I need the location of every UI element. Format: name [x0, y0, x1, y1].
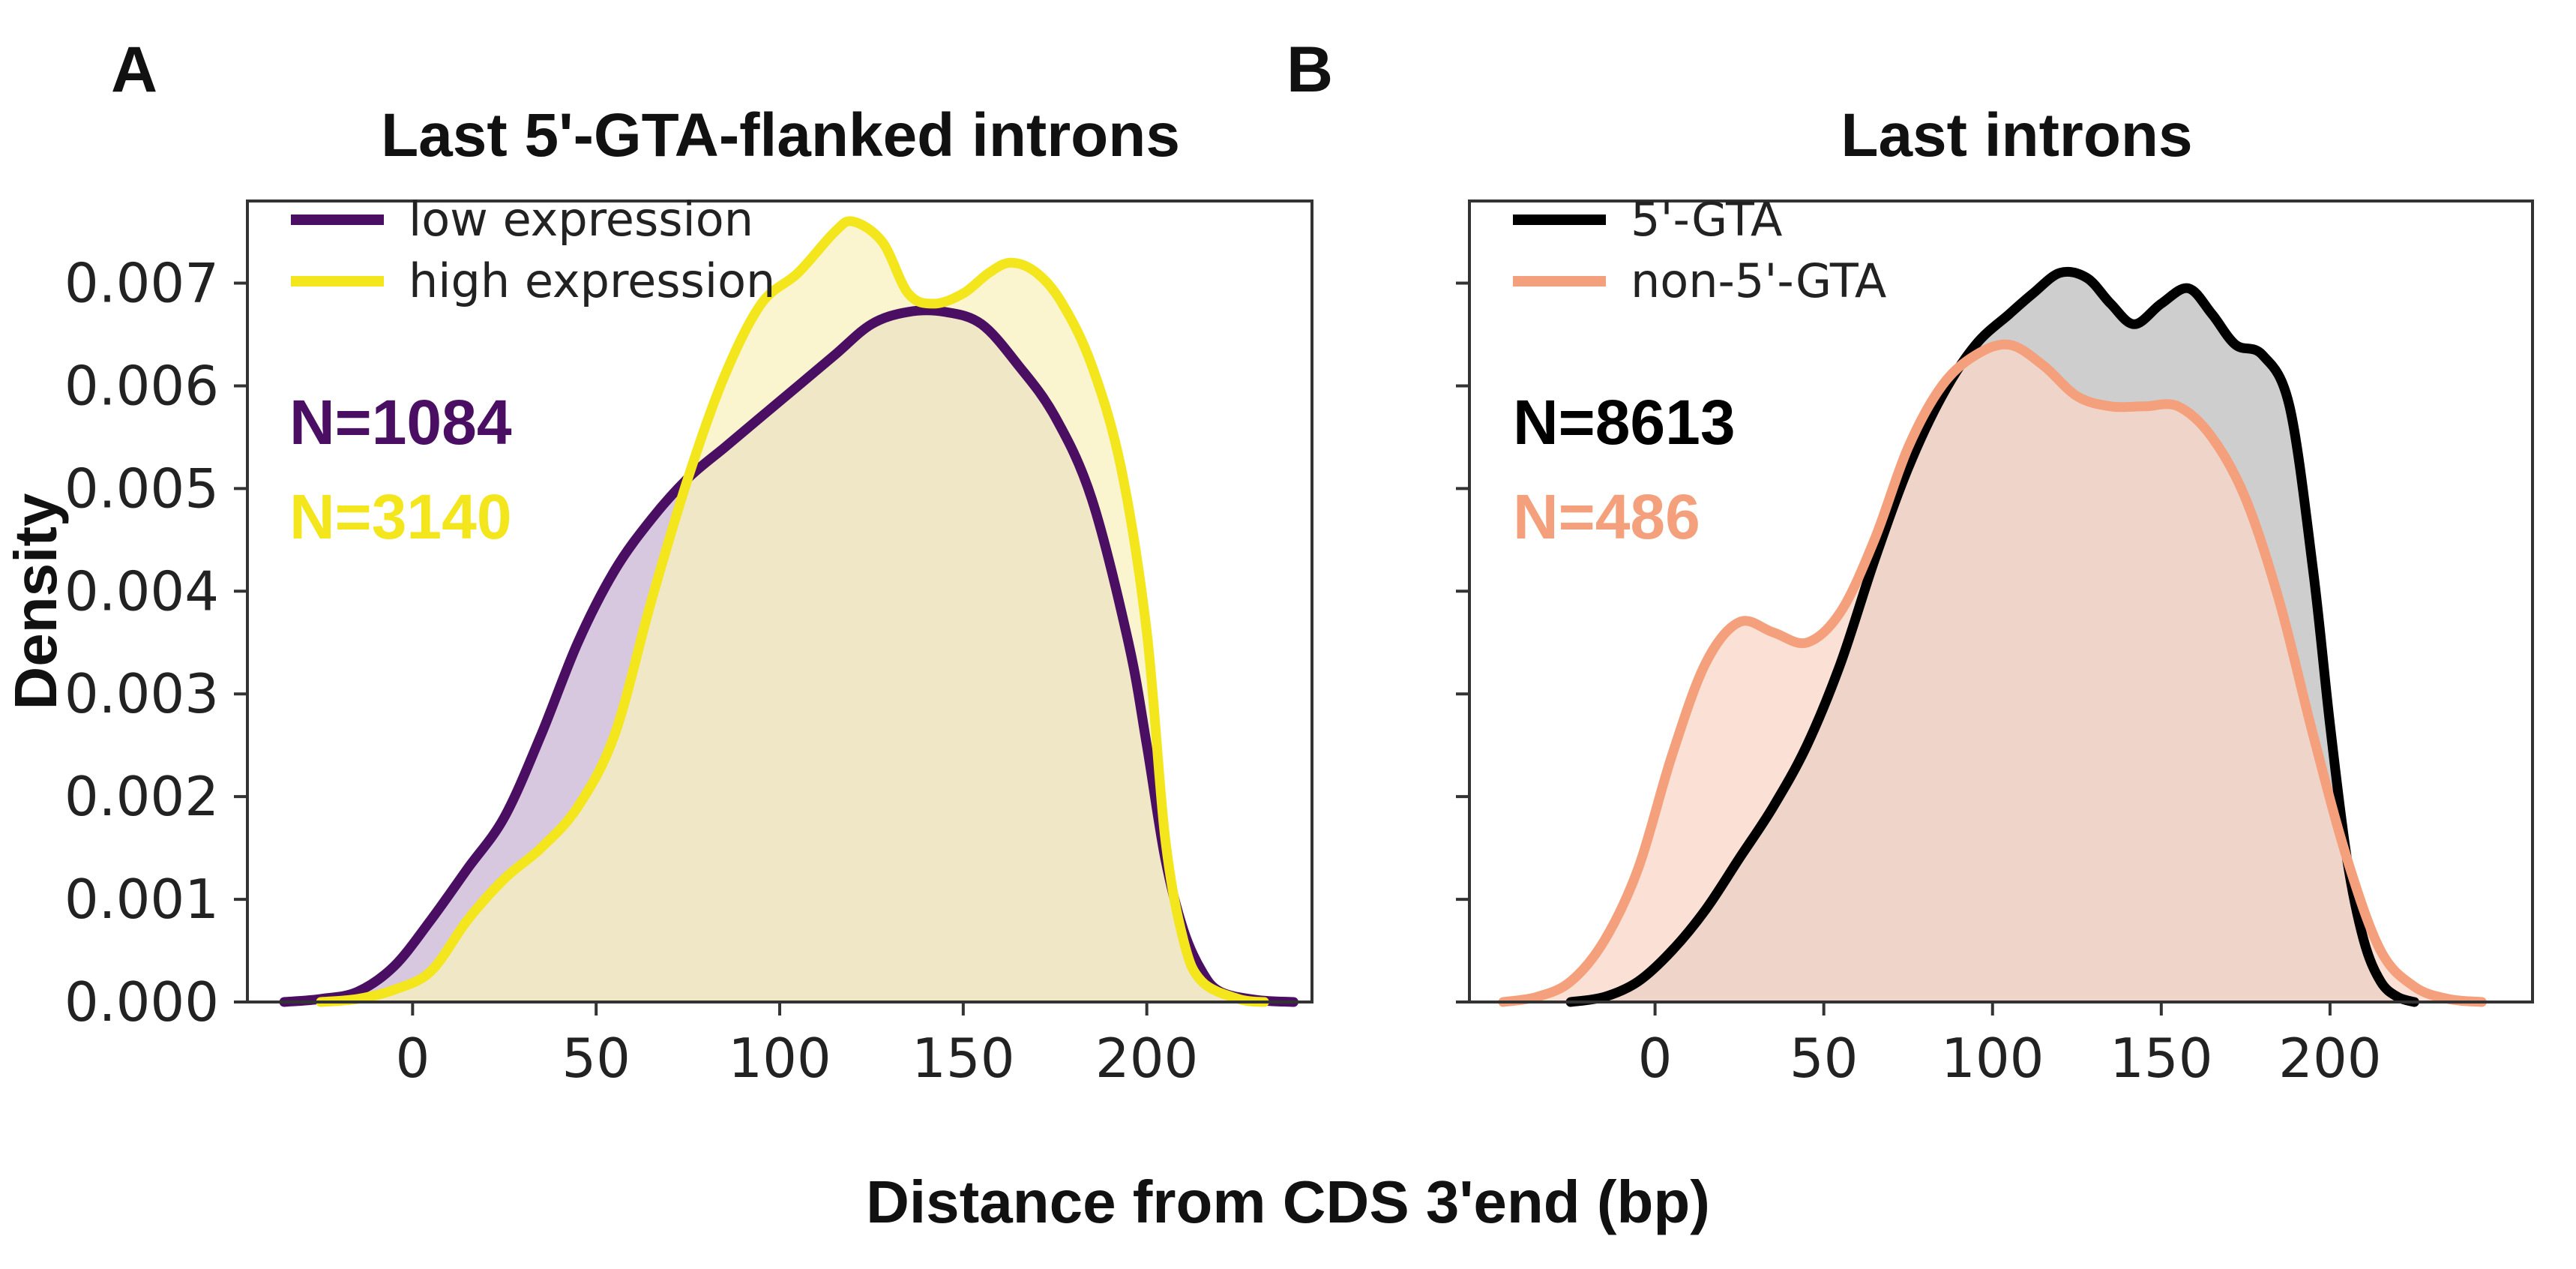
legend-label-high-expression: high expression — [409, 254, 775, 308]
n-label-high-expression: N=3140 — [289, 482, 512, 552]
y-tick-label: 0.002 — [64, 765, 219, 828]
panel-a-areas — [284, 220, 1294, 1003]
panel-a-y-axis: 0.000 0.001 0.002 0.003 0.004 0.005 0.006 0.007 — [64, 252, 247, 1034]
x-tick-label: 0 — [1638, 1027, 1673, 1090]
panel-a-title: Last 5'-GTA-flanked introns — [381, 101, 1180, 170]
x-tick-label: 50 — [1790, 1027, 1859, 1090]
panel-b-title: Last introns — [1841, 101, 2192, 170]
panel-b-label: B — [1287, 34, 1333, 106]
panel-b-legend: 5'-GTA non-5'-GTA — [1513, 192, 1886, 308]
x-tick-label: 0 — [395, 1027, 430, 1090]
panel-a-label: A — [111, 34, 157, 106]
density-line-non-5-gta — [1498, 339, 2487, 1007]
legend-label-5-gta: 5'-GTA — [1631, 192, 1782, 247]
panel-b: B Last introns 0 50 100 150 200 5'-GTA non-5… — [1287, 34, 2534, 1090]
x-tick-label: 50 — [562, 1027, 631, 1090]
legend-label-low-expression: low expression — [409, 192, 753, 247]
density-line-high-expression — [316, 216, 1269, 1007]
x-tick-label: 100 — [728, 1027, 831, 1090]
y-axis-title: Density — [2, 493, 69, 710]
n-label-5-gta: N=8613 — [1513, 387, 1736, 458]
panel-a-lines — [279, 216, 1298, 1007]
legend-label-non-5-gta: non-5'-GTA — [1631, 254, 1886, 308]
panel-b-areas — [1503, 272, 2482, 1002]
density-area-high-expression — [320, 220, 1265, 1003]
x-tick-label: 100 — [1941, 1027, 2044, 1090]
x-tick-label: 150 — [912, 1027, 1014, 1090]
x-tick-label: 200 — [1095, 1027, 1198, 1090]
y-tick-label: 0.000 — [64, 970, 219, 1034]
panel-b-y-axis — [1456, 281, 1469, 1004]
y-tick-label: 0.005 — [64, 457, 219, 520]
y-tick-label: 0.006 — [64, 354, 219, 417]
panel-a-legend: low expression high expression — [291, 192, 775, 308]
y-tick-label: 0.007 — [64, 252, 219, 315]
density-line-5-gta — [1565, 266, 2419, 1007]
panel-b-x-axis: 0 50 100 150 200 — [1638, 1002, 2382, 1090]
panel-b-lines — [1498, 266, 2487, 1007]
panel-a: A Last 5'-GTA-flanked introns 0.000 0.001… — [64, 34, 1313, 1090]
y-tick-label: 0.001 — [64, 868, 219, 931]
n-label-low-expression: N=1084 — [289, 387, 512, 458]
x-axis-title: Distance from CDS 3'end (bp) — [866, 1168, 1710, 1235]
panel-b-frame — [1468, 200, 2534, 1004]
n-label-non-5-gta: N=486 — [1513, 482, 1700, 552]
x-tick-label: 150 — [2110, 1027, 2212, 1090]
panel-a-x-axis: 0 50 100 150 200 — [395, 1002, 1198, 1090]
y-tick-label: 0.003 — [64, 662, 219, 725]
y-tick-label: 0.004 — [64, 560, 219, 622]
x-tick-label: 200 — [2278, 1027, 2381, 1090]
